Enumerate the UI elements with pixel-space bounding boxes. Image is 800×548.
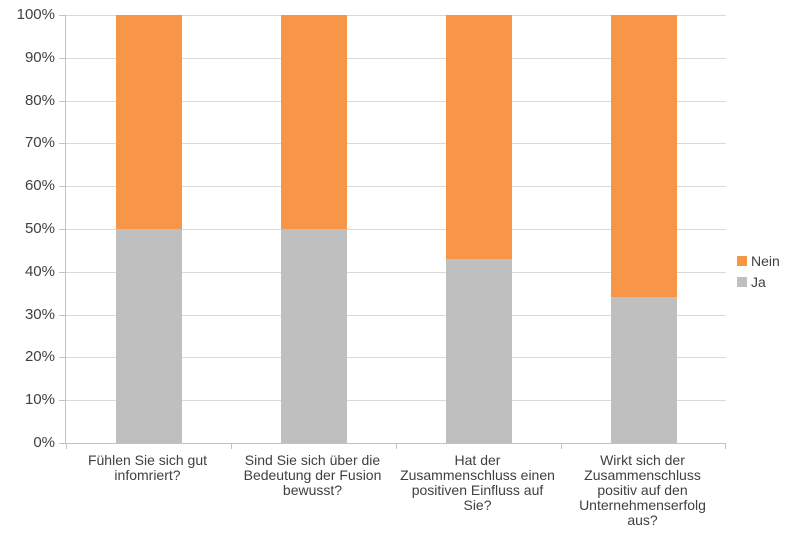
x-tick (66, 443, 67, 449)
gridline-50% (66, 229, 726, 230)
bar-segment-ja (115, 229, 182, 443)
y-tick-20% (59, 357, 66, 358)
legend-swatch-ja (737, 277, 747, 287)
legend: Nein Ja (737, 253, 780, 295)
legend-label-ja: Ja (751, 274, 766, 290)
bar-segment-ja (445, 258, 512, 443)
x-tick (561, 443, 562, 449)
bar-segment-ja (280, 229, 347, 443)
y-tick-50% (59, 229, 66, 230)
y-tick-70% (59, 143, 66, 144)
gridline-100% (66, 15, 726, 16)
gridline-40% (66, 272, 726, 273)
bar-category-4 (610, 15, 677, 443)
legend-label-nein: Nein (751, 253, 780, 269)
x-tick (725, 443, 726, 449)
x-axis-label: Fühlen Sie sich gut infomriert? (87, 452, 208, 483)
y-tick-0% (59, 443, 66, 444)
y-axis-label: 90% (24, 48, 55, 66)
y-tick-30% (59, 315, 66, 316)
y-tick-40% (59, 272, 66, 273)
bar-category-1 (115, 15, 182, 443)
bar-category-2 (280, 15, 347, 443)
y-axis-label: 70% (24, 134, 55, 152)
x-axis-label: Hat der Zusammenschluss einen positiven … (400, 452, 555, 513)
y-axis-label: 60% (24, 177, 55, 195)
x-tick (396, 443, 397, 449)
gridline-10% (66, 400, 726, 401)
y-tick-90% (59, 58, 66, 59)
legend-swatch-nein (737, 256, 747, 266)
bar-category-3 (445, 15, 512, 443)
x-axis-label: Sind Sie sich über die Bedeutung der Fus… (243, 452, 382, 498)
y-axis-label: 100% (16, 6, 55, 23)
bar-segment-nein (610, 15, 677, 298)
bar-segment-nein (115, 15, 182, 229)
gridline-70% (66, 143, 726, 144)
gridline-60% (66, 186, 726, 187)
legend-item-nein: Nein (737, 253, 780, 269)
y-axis-label: 50% (24, 220, 55, 237)
y-axis-label: 0% (33, 434, 55, 451)
y-axis-label: 30% (24, 305, 55, 323)
y-axis-label: 10% (24, 391, 55, 409)
y-tick-80% (59, 101, 66, 102)
gridline-30% (66, 315, 726, 316)
x-axis-label: Wirkt sich der Zusammenschluss positiv a… (579, 452, 706, 528)
y-axis-label: 80% (24, 91, 55, 109)
y-axis-label: 20% (24, 348, 55, 366)
bar-segment-ja (610, 297, 677, 443)
x-tick (231, 443, 232, 449)
plot-area (59, 15, 726, 449)
y-tick-60% (59, 186, 66, 187)
bar-segment-nein (280, 15, 347, 229)
gridline-20% (66, 357, 726, 358)
gridline-90% (66, 58, 726, 59)
bar-segment-nein (445, 15, 512, 259)
y-axis-label: 40% (24, 262, 55, 280)
gridline-80% (66, 101, 726, 102)
legend-item-ja: Ja (737, 274, 780, 290)
y-tick-100% (59, 15, 66, 16)
y-tick-10% (59, 400, 66, 401)
